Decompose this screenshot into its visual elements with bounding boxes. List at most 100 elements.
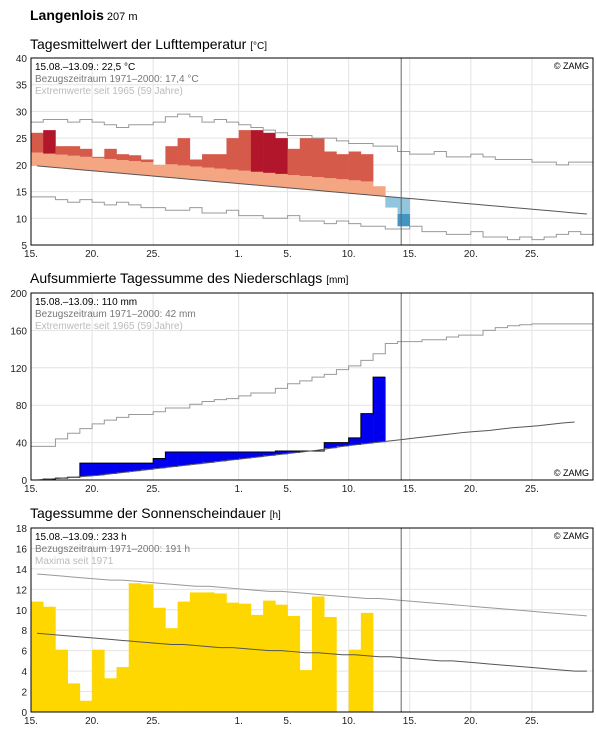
temperature-min-extremes-line — [31, 196, 593, 241]
precipitation-surplus-bar — [275, 451, 288, 455]
sunshine-bar — [140, 584, 154, 712]
y-tick-label: 2 — [21, 688, 27, 699]
temperature-bar-high — [287, 148, 301, 176]
sunshine-chart: 0 2 4 6 8 10 12 14 16 18 15. 20. 25. 1. 5. 10. 15. 20. 25.… — [16, 524, 594, 727]
precipitation-unit: [mm] — [326, 275, 349, 286]
temperature-bar-warm — [360, 181, 374, 195]
sunshine-bar — [348, 649, 362, 712]
info-extremes: Extremwerte seit 1965 (59 Jahre) — [35, 86, 183, 97]
x-tick-label: 10. — [342, 484, 356, 495]
info-current: 15.08.–13.09.: 110 mm — [35, 297, 137, 308]
temperature-bar-high — [324, 151, 337, 179]
sunshine-bar — [312, 596, 325, 712]
sunshine-unit: [h] — [269, 510, 281, 521]
x-tick-label: 25. — [525, 249, 539, 260]
temperature-bar-high — [238, 130, 252, 171]
precipitation-surplus-bar — [92, 463, 105, 476]
y-tick-label: 8 — [21, 626, 27, 637]
x-tick-label: 15. — [403, 716, 417, 727]
temperature-bar-warm — [92, 157, 105, 172]
sunshine-panel-title: Tagessumme der Sonnenscheindauer [h] — [30, 505, 281, 521]
precipitation-title-text: Aufsummierte Tagessumme des Niederschlag… — [30, 270, 323, 286]
temperature-bar-warm — [348, 180, 362, 194]
temperature-max-extremes-line — [31, 113, 593, 166]
temperature-unit: [°C] — [250, 41, 267, 52]
sunshine-bar — [250, 614, 264, 712]
y-tick-label: 120 — [10, 364, 27, 375]
sunshine-bar — [92, 649, 105, 712]
station-header: Langenlois 207 m — [30, 7, 137, 25]
sunshine-bar — [226, 602, 239, 712]
precipitation-surplus-bar — [336, 442, 349, 447]
temperature-bar-high — [312, 138, 325, 178]
y-tick-label: 25 — [16, 134, 28, 145]
x-tick-label: 25. — [525, 716, 539, 727]
x-tick-label: 10. — [342, 716, 356, 727]
temperature-bar-high — [299, 138, 313, 177]
temperature-bar-warm — [373, 186, 386, 196]
precipitation-surplus-bar — [373, 377, 386, 443]
station-name: Langenlois — [30, 7, 104, 23]
y-tick-label: 16 — [16, 544, 28, 555]
temperature-bar-warm — [263, 172, 276, 187]
temperature-bar-warm — [116, 160, 130, 174]
precipitation-surplus-bar — [214, 451, 227, 462]
temperature-bar-warm — [250, 171, 264, 186]
temperature-bar-high — [31, 132, 44, 153]
temperature-bar-high — [55, 146, 68, 155]
y-tick-label: 40 — [16, 439, 28, 450]
precipitation-surplus-bar — [177, 451, 191, 466]
sunshine-bar — [299, 670, 313, 712]
x-tick-label: 5. — [283, 716, 291, 727]
precipitation-surplus-bar — [324, 442, 337, 449]
station-altitude: 207 m — [106, 11, 138, 23]
x-tick-label: 15. — [24, 484, 38, 495]
x-tick-label: 15. — [403, 484, 417, 495]
temperature-bar-warm — [238, 170, 252, 185]
copyright-label: © ZAMG — [554, 61, 589, 71]
info-current: 15.08.–13.09.: 22,5 °C — [35, 62, 135, 73]
x-tick-label: 15. — [24, 249, 38, 260]
sunshine-bar — [360, 612, 374, 712]
temperature-reference-line — [37, 165, 587, 215]
temperature-bar-high — [128, 155, 142, 162]
info-extremes: Extremwerte seit 1965 (59 Jahre) — [35, 321, 183, 332]
temperature-bar-high — [140, 159, 154, 163]
y-tick-label: 15 — [16, 188, 28, 199]
precipitation-surplus-bar — [250, 451, 264, 458]
sunshine-bar — [153, 607, 166, 712]
temperature-bar-high — [263, 132, 276, 173]
x-tick-label: 25. — [525, 484, 539, 495]
y-tick-label: 6 — [21, 647, 27, 658]
precipitation-surplus-bar — [287, 451, 301, 453]
x-tick-label: 1. — [235, 484, 243, 495]
temperature-chart: 5 10 15 20 25 30 35 40 15. 20. 25. 1. 5. 10. 15. 20. 25.… — [16, 54, 594, 260]
precipitation-surplus-bar — [226, 451, 239, 460]
copyright-label: © ZAMG — [554, 468, 589, 478]
temperature-bar-high — [348, 151, 362, 181]
temperature-panel-title: Tagesmittelwert der Lufttemperatur [°C] — [30, 36, 267, 52]
precipitation-surplus-bar — [153, 458, 166, 469]
temperature-bar-warm — [165, 164, 178, 178]
sunshine-bar — [263, 600, 276, 712]
info-current: 15.08.–13.09.: 233 h — [35, 532, 127, 543]
sunshine-bar — [165, 628, 178, 712]
y-tick-label: 10 — [16, 214, 28, 225]
precipitation-surplus-bar — [202, 451, 215, 463]
y-tick-label: 4 — [21, 667, 27, 678]
x-tick-label: 20. — [85, 249, 99, 260]
info-extremes: Maxima seit 1971 — [35, 556, 114, 567]
sunshine-bar — [104, 678, 117, 712]
temperature-bar-high — [116, 154, 130, 161]
y-tick-label: 30 — [16, 107, 28, 118]
plot-frame — [30, 527, 594, 713]
temperature-bar-cool — [385, 196, 398, 208]
sunshine-bar — [189, 592, 203, 712]
sunshine-bar — [116, 667, 130, 712]
y-tick-label: 20 — [16, 161, 28, 172]
temperature-bar-high — [79, 148, 93, 157]
temperature-bar-high — [104, 148, 117, 159]
x-tick-label: 20. — [464, 249, 478, 260]
precipitation-surplus-bar — [189, 451, 203, 465]
copyright-label: © ZAMG — [554, 531, 589, 541]
